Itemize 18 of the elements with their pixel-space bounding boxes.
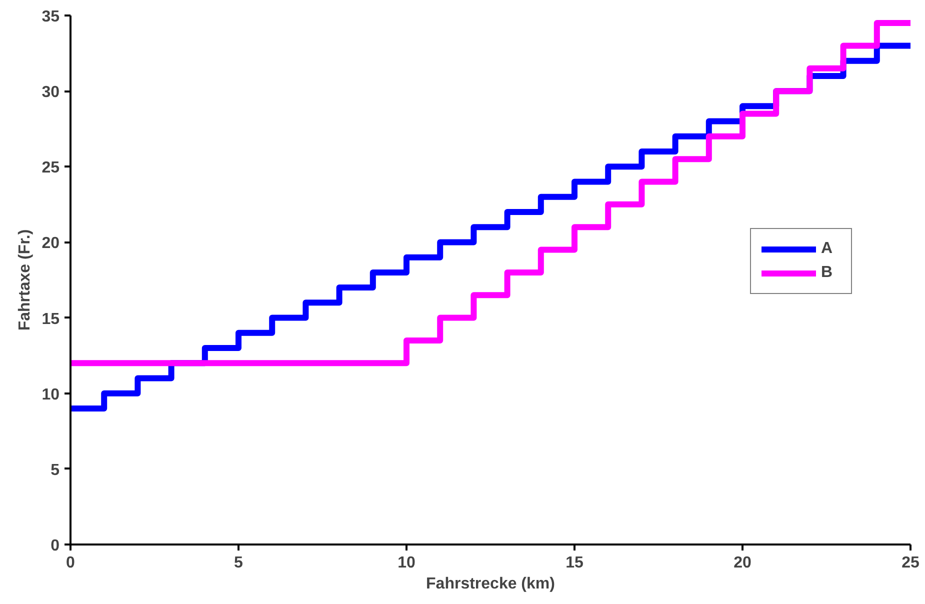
x-axis-title: Fahrstrecke (km) [426, 576, 555, 592]
y-tick-label: 5 [50, 462, 60, 479]
y-axis-title: Fahrtaxe (Fr.) [16, 229, 34, 331]
y-tick-label: 15 [42, 310, 60, 328]
y-tick-label: 10 [42, 386, 60, 404]
x-tick-label: 10 [398, 554, 416, 572]
x-tick-label: 5 [234, 554, 244, 572]
legend-label: B [821, 264, 834, 282]
y-tick-label: 20 [42, 235, 60, 252]
x-tick-label: 15 [566, 554, 584, 572]
legend-label: A [821, 240, 834, 258]
y-tick-label: 35 [42, 8, 60, 26]
x-tick-label: 20 [734, 554, 752, 572]
x-tick-label: 0 [66, 554, 76, 572]
y-tick-label: 0 [50, 538, 60, 554]
y-tick-label: 25 [42, 160, 60, 177]
y-tick-label: 30 [42, 84, 60, 102]
x-tick-label: 25 [902, 554, 920, 572]
